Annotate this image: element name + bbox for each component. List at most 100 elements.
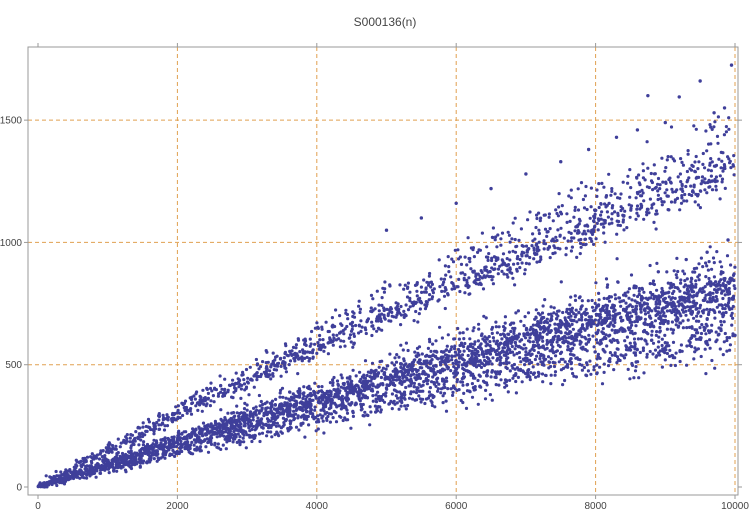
data-point xyxy=(152,438,156,442)
data-point xyxy=(633,320,637,324)
data-point xyxy=(640,188,644,192)
data-point xyxy=(668,176,672,180)
data-point xyxy=(567,324,572,328)
data-point xyxy=(596,328,600,332)
data-point xyxy=(701,265,705,269)
data-point xyxy=(294,343,298,347)
data-point xyxy=(338,414,342,418)
data-point xyxy=(438,285,442,289)
data-point xyxy=(525,254,529,258)
data-point xyxy=(543,298,547,302)
data-point xyxy=(537,372,541,376)
data-point xyxy=(359,329,363,333)
data-point xyxy=(725,336,729,340)
data-point xyxy=(595,188,599,192)
data-point xyxy=(403,392,407,396)
data-point xyxy=(660,286,664,291)
data-point xyxy=(203,427,207,431)
data-point xyxy=(595,323,599,327)
data-point xyxy=(277,405,281,409)
data-point xyxy=(380,296,384,300)
data-point xyxy=(625,316,629,320)
data-point xyxy=(233,386,237,390)
data-point xyxy=(488,393,492,397)
data-point xyxy=(449,347,453,351)
data-point xyxy=(242,407,247,411)
data-point xyxy=(638,350,642,355)
data-point xyxy=(640,294,644,299)
data-point xyxy=(172,413,176,417)
data-point xyxy=(578,252,582,256)
data-point xyxy=(176,415,180,419)
data-point xyxy=(598,356,602,360)
data-point xyxy=(579,313,584,317)
data-point xyxy=(402,287,406,291)
data-point xyxy=(403,404,407,408)
data-point xyxy=(636,315,641,319)
data-point xyxy=(552,364,557,369)
data-point xyxy=(732,173,736,177)
data-point xyxy=(247,393,251,397)
data-point xyxy=(303,435,307,439)
data-point xyxy=(139,447,143,452)
data-point xyxy=(708,338,712,342)
data-point xyxy=(360,396,364,400)
data-point xyxy=(264,361,268,365)
data-point xyxy=(425,382,429,386)
data-point xyxy=(511,376,515,380)
data-point xyxy=(542,239,546,243)
data-point xyxy=(696,275,700,279)
data-point xyxy=(506,332,510,336)
data-point xyxy=(661,289,665,293)
data-point xyxy=(285,410,289,414)
data-point xyxy=(210,389,214,393)
data-point xyxy=(274,424,278,428)
data-point xyxy=(517,332,522,336)
data-point xyxy=(705,307,709,311)
data-point xyxy=(232,436,236,440)
data-point xyxy=(675,256,679,260)
data-point xyxy=(195,435,200,439)
data-point xyxy=(432,371,436,375)
data-point xyxy=(648,325,653,329)
data-point xyxy=(659,197,663,201)
data-point xyxy=(443,264,447,268)
data-point xyxy=(559,212,564,216)
data-point xyxy=(589,324,593,329)
data-point xyxy=(484,265,488,269)
data-point xyxy=(218,434,222,438)
data-point xyxy=(309,408,313,412)
data-point xyxy=(437,382,441,386)
data-point xyxy=(508,369,512,373)
data-point xyxy=(457,350,461,354)
data-point xyxy=(589,315,594,319)
data-point xyxy=(260,431,265,435)
data-point xyxy=(695,301,699,305)
data-point xyxy=(557,205,561,209)
data-point xyxy=(293,399,297,403)
data-point xyxy=(637,289,641,293)
data-point xyxy=(555,211,559,216)
data-point xyxy=(711,256,716,260)
data-point xyxy=(551,251,555,256)
data-point xyxy=(450,257,454,261)
data-point xyxy=(592,365,596,369)
data-point xyxy=(532,333,537,337)
data-point xyxy=(731,304,735,309)
data-point xyxy=(658,311,662,315)
data-point xyxy=(529,371,533,375)
data-point xyxy=(556,246,560,250)
data-point xyxy=(565,364,569,368)
data-point xyxy=(95,465,99,469)
data-point xyxy=(339,373,343,377)
data-point xyxy=(490,331,494,335)
data-point xyxy=(359,319,363,323)
data-point xyxy=(155,441,159,445)
data-point xyxy=(537,346,541,350)
data-point xyxy=(535,247,539,251)
data-point xyxy=(155,449,159,453)
data-point xyxy=(516,254,520,259)
data-point xyxy=(714,280,718,284)
data-point xyxy=(99,468,103,472)
data-point xyxy=(670,187,674,191)
